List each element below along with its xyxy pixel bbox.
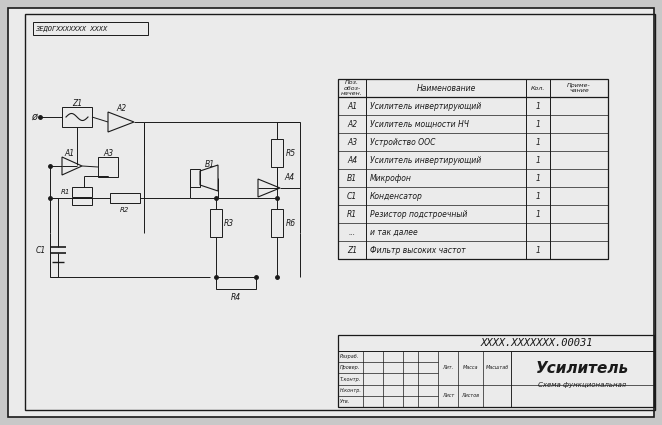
Text: R2: R2	[120, 207, 130, 213]
Text: Поз.
обоз-
начен.: Поз. обоз- начен.	[341, 80, 363, 96]
Text: R1: R1	[347, 210, 357, 218]
Bar	[271, 139, 283, 167]
Text: A3: A3	[103, 148, 113, 158]
Text: Кол.: Кол.	[531, 85, 545, 91]
Text: Усилитель инвертирующий: Усилитель инвертирующий	[370, 156, 481, 164]
Text: Наименование: Наименование	[416, 83, 476, 93]
Text: ХXXX.XXXXXXX.00031: ХXXX.XXXXXXX.00031	[481, 338, 593, 348]
Text: C1: C1	[347, 192, 357, 201]
Text: Устройство ООС: Устройство ООС	[370, 138, 436, 147]
Text: Микрофон: Микрофон	[370, 173, 412, 182]
Bar	[33, 22, 148, 35]
Text: A1: A1	[347, 102, 357, 111]
Bar	[190, 169, 200, 187]
Text: Н.контр.: Н.контр.	[340, 388, 362, 393]
Text: ЗЕДОГXXXXXXX XXXX: ЗЕДОГXXXXXXX XXXX	[35, 26, 107, 31]
Text: Масштаб: Масштаб	[485, 366, 508, 370]
Text: Усилитель инвертирующий: Усилитель инвертирующий	[370, 102, 481, 111]
Text: R1: R1	[61, 189, 70, 195]
Text: R3: R3	[224, 218, 234, 227]
Text: Резистор подстроечный: Резистор подстроечный	[370, 210, 467, 218]
Text: Z1: Z1	[72, 99, 82, 108]
Text: 1: 1	[536, 119, 540, 128]
Text: R5: R5	[286, 148, 296, 158]
Text: A2: A2	[347, 119, 357, 128]
Text: B1: B1	[205, 159, 215, 168]
Text: 1: 1	[536, 156, 540, 164]
Bar	[210, 209, 222, 237]
Bar	[98, 157, 118, 177]
Text: A4: A4	[347, 156, 357, 164]
Text: Приме-
чание: Приме- чание	[567, 82, 591, 94]
Text: Лит.: Лит.	[442, 366, 453, 370]
Bar	[271, 209, 283, 237]
Text: Z1: Z1	[347, 246, 357, 255]
Text: 1: 1	[536, 173, 540, 182]
Text: A2: A2	[116, 104, 126, 113]
Text: Схема функциональная: Схема функциональная	[538, 382, 626, 388]
Text: 1: 1	[536, 102, 540, 111]
Text: Утв.: Утв.	[340, 399, 350, 404]
Text: Усилитель: Усилитель	[536, 361, 629, 376]
Text: A1: A1	[64, 148, 74, 158]
Bar	[110, 193, 140, 203]
Bar	[62, 107, 92, 127]
Text: Т.контр.: Т.контр.	[340, 377, 361, 382]
Text: B1: B1	[347, 173, 357, 182]
Text: 1: 1	[536, 138, 540, 147]
Text: C1: C1	[36, 246, 46, 255]
Text: Листов: Листов	[461, 393, 479, 398]
Text: 1: 1	[536, 246, 540, 255]
Bar	[338, 79, 608, 259]
Bar	[72, 187, 92, 197]
Text: R4: R4	[231, 293, 241, 302]
Text: и так далее: и так далее	[370, 227, 418, 236]
Text: Лист: Лист	[442, 393, 454, 398]
Text: 1: 1	[536, 192, 540, 201]
Text: R6: R6	[286, 218, 296, 227]
Text: Конденсатор: Конденсатор	[370, 192, 423, 201]
Text: A4: A4	[284, 173, 294, 181]
Text: A3: A3	[347, 138, 357, 147]
Text: Провер.: Провер.	[340, 366, 360, 370]
Bar	[338, 335, 654, 407]
Text: ø: ø	[31, 112, 37, 122]
Bar	[216, 277, 256, 289]
Text: Усилитель мощности НЧ: Усилитель мощности НЧ	[370, 119, 469, 128]
Text: Масса: Масса	[463, 366, 478, 370]
Text: ...: ...	[348, 227, 355, 236]
Text: Фильтр высоких частот: Фильтр высоких частот	[370, 246, 465, 255]
Text: Разраб.: Разраб.	[340, 354, 359, 359]
Text: 1: 1	[536, 210, 540, 218]
Bar	[72, 198, 92, 205]
